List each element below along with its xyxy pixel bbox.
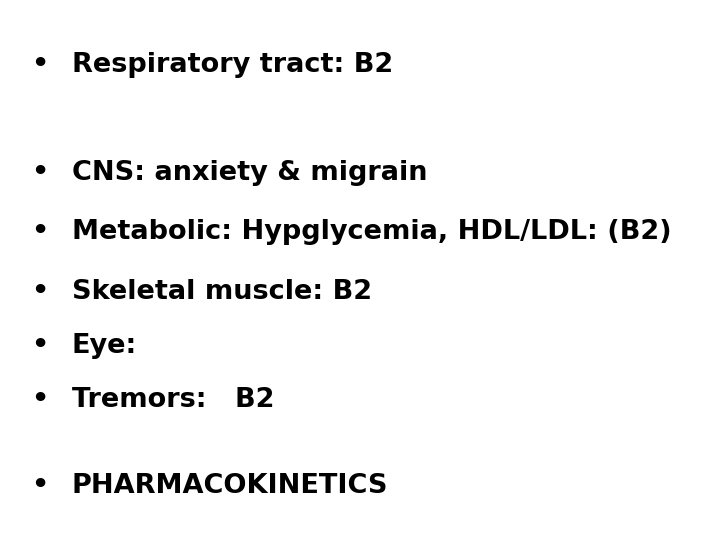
Text: •: • bbox=[31, 52, 48, 78]
Text: •: • bbox=[31, 160, 48, 186]
Text: Metabolic: Hypglycemia, HDL/LDL: (B2): Metabolic: Hypglycemia, HDL/LDL: (B2) bbox=[72, 219, 672, 245]
Text: •: • bbox=[31, 333, 48, 359]
Text: •: • bbox=[31, 279, 48, 305]
Text: CNS: anxiety & migrain: CNS: anxiety & migrain bbox=[72, 160, 428, 186]
Text: •: • bbox=[31, 473, 48, 499]
Text: PHARMACOKINETICS: PHARMACOKINETICS bbox=[72, 473, 389, 499]
Text: •: • bbox=[31, 219, 48, 245]
Text: Tremors:   B2: Tremors: B2 bbox=[72, 387, 274, 413]
Text: Eye:: Eye: bbox=[72, 333, 138, 359]
Text: Skeletal muscle: B2: Skeletal muscle: B2 bbox=[72, 279, 372, 305]
Text: •: • bbox=[31, 387, 48, 413]
Text: Respiratory tract: B2: Respiratory tract: B2 bbox=[72, 52, 393, 78]
